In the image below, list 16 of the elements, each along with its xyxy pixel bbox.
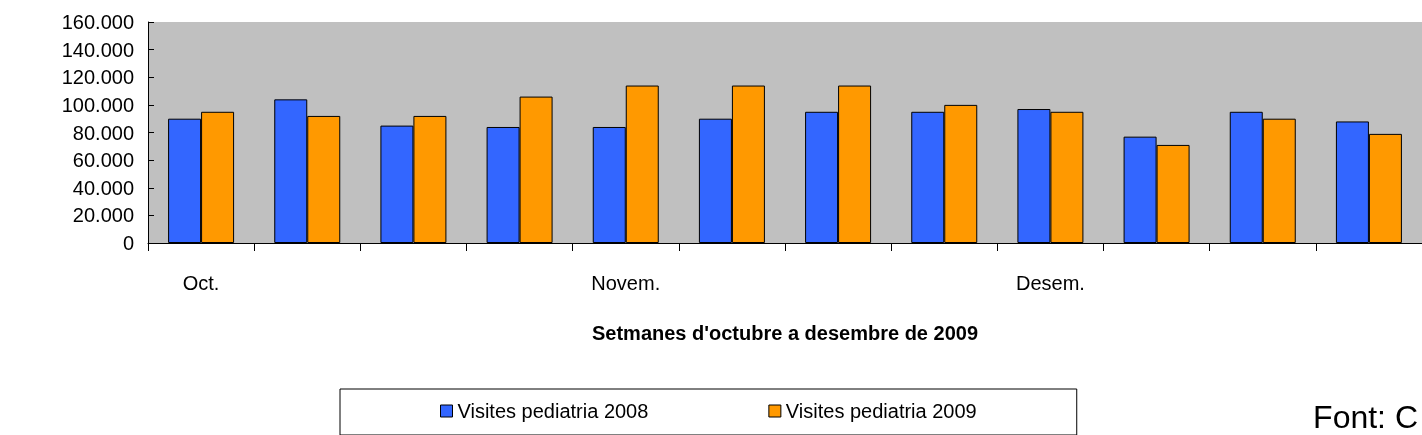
x-tick-label: Novem. bbox=[591, 272, 661, 294]
y-tick-label: 80.000 bbox=[72, 121, 134, 144]
y-tick-label: 100.000 bbox=[61, 93, 134, 116]
x-tick-label: Desem. bbox=[1015, 272, 1085, 294]
y-tick-label: 60.000 bbox=[72, 149, 134, 172]
x-axis-title: Setmanes d'octubre a desembre de 2009 bbox=[591, 322, 979, 344]
y-tick-label: 160.000 bbox=[61, 11, 134, 33]
legend-label: Visites pediatria 2009 bbox=[785, 400, 977, 422]
y-tick-label: 0 bbox=[122, 232, 134, 254]
x-tick-label: Oct. bbox=[182, 272, 220, 294]
y-tick-label: 120.000 bbox=[61, 66, 134, 89]
y-tick-label: 140.000 bbox=[61, 38, 134, 61]
y-tick-label: 40.000 bbox=[72, 176, 134, 199]
text: Font: C bbox=[1313, 399, 1418, 435]
legend-label: Visites pediatria 2008 bbox=[457, 400, 649, 422]
y-tick-label: 20.000 bbox=[72, 204, 134, 227]
